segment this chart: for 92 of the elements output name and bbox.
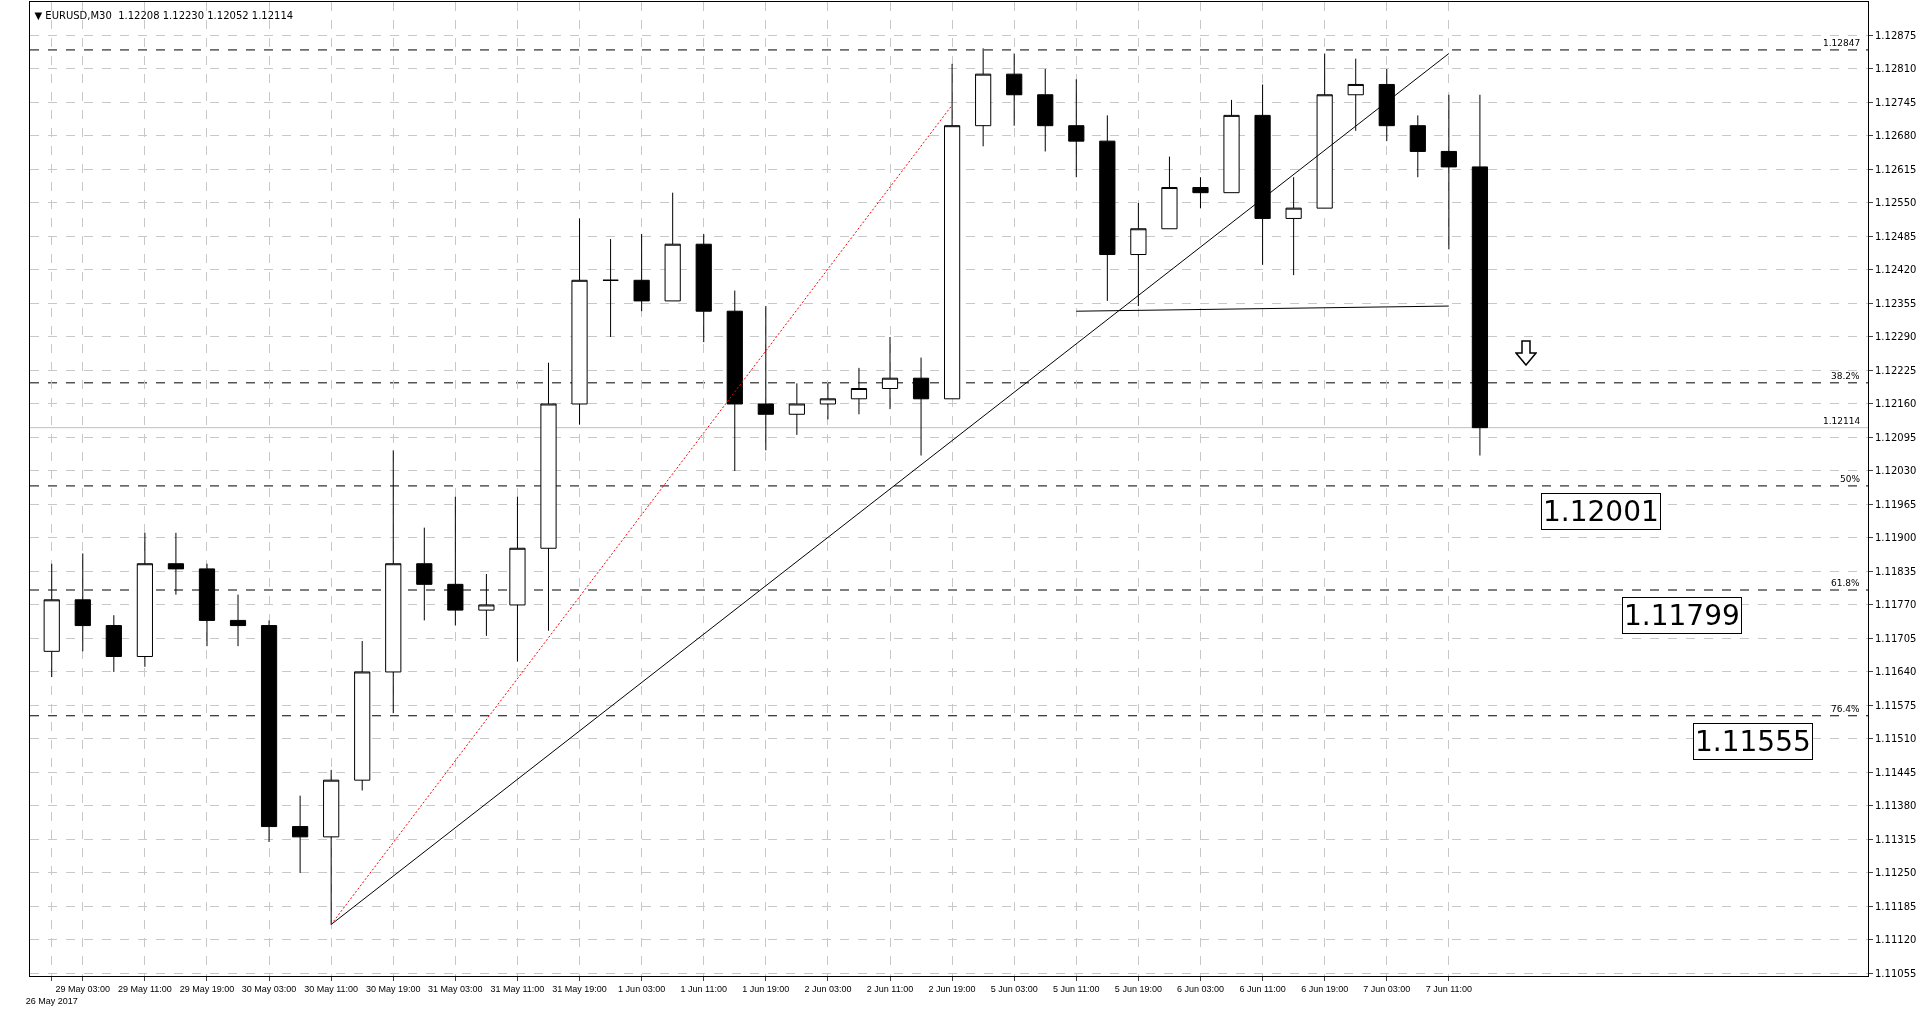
x-tick-label: 2 Jun 11:00 [866,983,914,994]
candlestick [1440,94,1457,250]
y-tick-label: 1.12550 [1875,197,1916,209]
candlestick [509,496,526,663]
x-tick-label: 5 Jun 03:00 [990,983,1038,994]
x-tick-label: 30 May 19:00 [365,983,421,994]
y-tick-label: 1.11380 [1875,800,1916,812]
candlestick [105,614,122,673]
annotation: 76.4% [1831,704,1861,714]
x-tick-label: 29 May 19:00 [179,983,235,994]
x-tick-label: 29 May 03:00 [55,983,111,994]
y-tick-label: 1.12680 [1875,130,1916,142]
y-tick-label: 1.11835 [1875,565,1916,577]
y-tick-label: 1.11185 [1875,900,1916,912]
candlestick [1099,114,1116,302]
y-tick-label: 1.12225 [1875,364,1916,376]
y-tick-label: 1.11445 [1875,766,1916,778]
y-tick-label: 1.11575 [1875,699,1916,711]
candlestick [1192,176,1209,209]
candlestick [1378,68,1395,142]
y-tick-label: 1.11705 [1875,632,1916,644]
y-tick-label: 1.12615 [1875,163,1916,175]
y-tick-label: 1.11315 [1875,833,1916,845]
y-tick-label: 1.11900 [1875,532,1916,544]
candlestick [695,233,712,343]
candlestick [726,290,743,472]
x-tick-label: 29 May 11:00 [117,983,172,994]
candlestick [1409,114,1426,178]
candlestick [1347,58,1364,132]
x-tick-label: 7 Jun 03:00 [1363,983,1411,994]
x-tick-label: 31 May 19:00 [552,983,607,994]
y-tick-label: 1.11055 [1875,967,1916,979]
candlestick [1285,176,1302,276]
candlestick [1037,68,1054,152]
candlestick [260,619,278,843]
x-tick-label: 2 Jun 19:00 [928,983,976,994]
x-tick-label: 7 Jun 11:00 [1425,983,1473,994]
candlestick [664,192,681,302]
y-tick-label: 1.12290 [1875,331,1916,343]
x-tick-label: 30 May 03:00 [241,983,297,994]
candlestick [1161,156,1178,230]
candlestick [354,640,371,791]
annotation: 50% [1840,474,1861,484]
annotation: 61.8% [1831,578,1861,588]
annotation: 1.11555 [1695,725,1811,758]
annotation: 1.12001 [1543,495,1659,528]
x-tick-label: 1 Jun 19:00 [742,983,790,994]
y-tick-label: 1.12485 [1875,230,1916,242]
y-tick-label: 1.12745 [1875,96,1916,108]
ref-line-label: 1.12847 [1823,38,1861,48]
x-tick-label: 5 Jun 19:00 [1114,983,1162,994]
y-tick-label: 1.12810 [1875,63,1916,75]
candlestick [633,233,650,312]
candlestick [757,305,774,451]
x-tick-label: 6 Jun 11:00 [1239,983,1286,994]
y-tick-label: 1.12095 [1875,431,1916,443]
y-tick-label: 1.11120 [1875,934,1916,946]
candlestick [1223,99,1240,194]
ref-line-label: 1.12114 [1823,416,1861,426]
x-tick-label: 1 Jun 03:00 [618,983,666,994]
candlestick [819,382,837,420]
x-tick-label: 6 Jun 19:00 [1301,983,1349,994]
candlestick [1130,202,1147,307]
y-tick-label: 1.12420 [1875,264,1916,276]
y-tick-label: 1.11250 [1875,867,1916,879]
candlestick [292,795,309,874]
x-tick-label: 2 Jun 03:00 [804,983,852,994]
annotation: 38.2% [1831,371,1861,381]
x-tick-label: 30 May 11:00 [304,983,359,994]
y-tick-label: 1.11640 [1875,666,1916,678]
y-tick-label: 1.12355 [1875,297,1916,309]
y-tick-label: 1.11965 [1875,498,1916,510]
x-tick-label: 31 May 11:00 [490,983,545,994]
candlestick [1006,53,1023,127]
x-tick-label: 6 Jun 03:00 [1176,983,1224,994]
x-tick-label: 31 May 03:00 [428,983,483,994]
candlestick [602,238,619,338]
y-tick-label: 1.11770 [1875,599,1916,611]
annotation: 1.11799 [1624,599,1740,632]
text: ▼ EURUSD,M30 1.12208 1.12230 1.12052 1.12114 [34,10,294,22]
y-tick-label: 1.12030 [1875,465,1916,477]
x-tick-label: 26 May 2017 [25,995,78,1006]
x-tick-label: 5 Jun 11:00 [1053,983,1100,994]
candlestick [1254,83,1271,266]
y-tick-label: 1.12875 [1875,30,1916,41]
candlestick [1068,78,1085,178]
y-tick-label: 1.12160 [1875,398,1916,410]
candlestick [229,594,247,647]
candlestick [136,532,153,668]
candlestick [788,382,805,436]
x-tick-label: 1 Jun 11:00 [680,983,727,994]
y-tick-label: 1.11510 [1875,733,1916,745]
